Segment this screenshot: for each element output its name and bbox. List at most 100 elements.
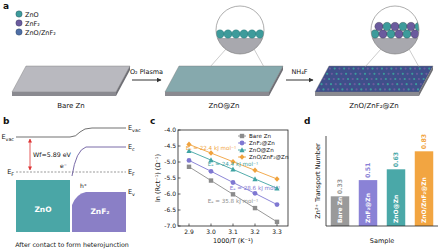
- surface-particle: [323, 78, 325, 80]
- zoom-particle: [248, 30, 256, 38]
- legend-marker: [240, 141, 245, 146]
- slab-front: [315, 92, 419, 96]
- x-tick-label: ZnO@Zn: [392, 195, 400, 223]
- zoom-border: [216, 6, 264, 54]
- surface-particle: [322, 88, 324, 90]
- zoom-particle: [407, 22, 415, 30]
- surface-particle: [365, 88, 367, 90]
- surface-particle: [410, 83, 412, 85]
- surface-particle: [418, 78, 420, 80]
- carrier-label: h⁺: [80, 182, 87, 189]
- surface-particle: [338, 68, 340, 70]
- surface-particle: [354, 73, 356, 75]
- surface-particle: [363, 83, 365, 85]
- annotation: Eₐ = 24.4 kJ mol⁻¹: [208, 161, 259, 168]
- legend-label: ZnO/ZnF₂: [25, 29, 56, 37]
- bar: [387, 169, 405, 226]
- surface-particle: [406, 83, 408, 85]
- surface-particle: [329, 68, 331, 70]
- surface-particle: [320, 83, 322, 85]
- surface-particle: [339, 83, 341, 85]
- slab-top: [12, 66, 130, 92]
- plot-frame: [178, 130, 288, 226]
- surface-particle: [395, 68, 397, 70]
- y-tick: [178, 130, 181, 131]
- zoom-particle: [399, 22, 407, 30]
- annotation: Eₐ = 22.4 kJ mol⁻¹: [186, 145, 237, 152]
- zoom-particle: [395, 30, 403, 38]
- stage-label: ZnO@Zn: [209, 102, 240, 110]
- surface-particle: [350, 73, 352, 75]
- zoom-line: [409, 49, 419, 67]
- legend-marker: [239, 154, 244, 160]
- surface-particle: [340, 73, 342, 75]
- data-label: 0.63: [392, 152, 399, 168]
- zoom-line: [254, 49, 264, 67]
- y-tick: [178, 210, 181, 211]
- surface-particle: [399, 78, 401, 80]
- y-tick: [178, 178, 181, 179]
- legend-label: ZnO/ZnF₂@Zn: [249, 154, 289, 160]
- zoom-line: [210, 49, 226, 67]
- process-arrow: [286, 80, 313, 81]
- surface-particle: [337, 78, 339, 80]
- work-function-label: Wf=5.89 eV: [33, 151, 72, 158]
- y-axis-label: ln (Rct⁻¹) (Ω⁻¹): [154, 154, 162, 202]
- surface-particle: [332, 88, 334, 90]
- legend-marker: [240, 134, 244, 138]
- zoom-border: [371, 6, 419, 54]
- surface-particle: [356, 78, 358, 80]
- y-tick-label: -4.0: [164, 126, 176, 133]
- surface-particle: [336, 73, 338, 75]
- bar: [359, 180, 377, 226]
- surface-particle: [333, 78, 335, 80]
- surface-particle: [318, 88, 320, 90]
- data-label: 0.83: [420, 134, 427, 150]
- surface-particle: [369, 73, 371, 75]
- material-label: ZnO: [34, 205, 51, 214]
- surface-particle: [386, 68, 388, 70]
- y-tick: [178, 194, 181, 195]
- vacuum-level: [16, 137, 70, 138]
- surface-particle: [346, 88, 348, 90]
- legend-swatch: [16, 11, 22, 17]
- x-tick-label: 3.2: [250, 228, 260, 235]
- surface-particle: [389, 88, 391, 90]
- slab-front: [12, 92, 116, 96]
- x-tick-label: 2.9: [184, 228, 194, 235]
- y-tick-label: -4.5: [164, 142, 176, 149]
- level-label: EF: [7, 168, 14, 177]
- surface-particle: [381, 68, 383, 70]
- surface-particle: [326, 73, 328, 75]
- surface-particle: [373, 73, 375, 75]
- zoom-particle: [240, 30, 248, 38]
- surface-particle: [362, 68, 364, 70]
- legend-marker: [239, 147, 244, 152]
- surface-particle: [391, 83, 393, 85]
- x-axis-label: Sample: [370, 237, 394, 245]
- y-tick-label: -5.5: [164, 174, 176, 181]
- panel-label: b: [3, 116, 10, 126]
- x-tick: [189, 224, 190, 227]
- x-tick-label: 3.3: [272, 228, 282, 235]
- znf2-block: [72, 192, 126, 232]
- surface-particle: [419, 68, 421, 70]
- data-point: [230, 167, 235, 172]
- surface-particle: [328, 78, 330, 80]
- legend-label: ZnF₂@Zn: [249, 140, 275, 146]
- surface-particle: [411, 73, 413, 75]
- zoom-substrate: [215, 38, 265, 58]
- surface-particle: [335, 83, 337, 85]
- x-tick-label: 3.1: [228, 228, 238, 235]
- surface-particle: [400, 68, 402, 70]
- surface-particle: [372, 83, 374, 85]
- zoom-line: [365, 49, 381, 67]
- data-point: [252, 168, 257, 174]
- process-arrow: [132, 80, 161, 81]
- vacuum-level: [70, 128, 126, 137]
- surface-particle: [390, 68, 392, 70]
- y-tick: [178, 146, 181, 147]
- annotation: Eₐ = 35.8 kJ mol⁻¹: [208, 198, 259, 205]
- slab-top: [165, 66, 283, 92]
- zoom-particle: [387, 30, 395, 38]
